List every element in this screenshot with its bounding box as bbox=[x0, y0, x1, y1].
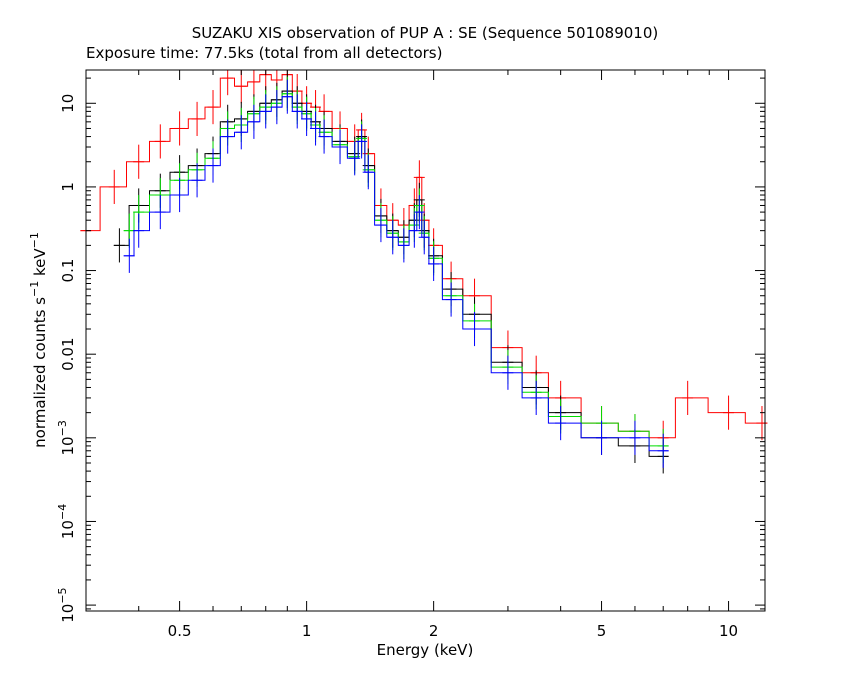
x-tick-label: 0.5 bbox=[168, 622, 192, 640]
y-tick-label: 10−4 bbox=[56, 504, 77, 539]
y-tick-label: 10 bbox=[59, 94, 77, 113]
series-3 bbox=[123, 79, 669, 468]
y-tick-label: 10−3 bbox=[56, 420, 77, 455]
x-axis-label: Energy (keV) bbox=[377, 641, 474, 659]
x-tick-label: 2 bbox=[429, 622, 439, 640]
series-2 bbox=[123, 76, 669, 464]
y-axis-label-text: normalized counts s bbox=[31, 297, 49, 448]
data-layer bbox=[80, 70, 768, 474]
y-axis-ticks: 10 1 0.1 0.01 10−3 10−4 10−5 bbox=[56, 77, 765, 623]
series-0 bbox=[80, 70, 768, 455]
y-tick-label: 1 bbox=[59, 182, 77, 192]
x-axis-ticks: 0.5 1 2 5 10 bbox=[85, 70, 738, 640]
y-axis-label: normalized counts s−1 keV−1 bbox=[28, 232, 49, 448]
series-2-line bbox=[123, 93, 669, 447]
y-axis-label-exponent: −1 bbox=[28, 281, 41, 297]
y-axis-label-unit: keV bbox=[31, 248, 49, 281]
series-0-line bbox=[80, 74, 768, 439]
series-1-line bbox=[113, 90, 669, 457]
x-tick-label: 5 bbox=[597, 622, 607, 640]
x-tick-label: 1 bbox=[302, 622, 312, 640]
plot-frame bbox=[85, 69, 766, 612]
y-tick-label: 0.01 bbox=[59, 337, 77, 370]
x-tick-label: 10 bbox=[719, 622, 738, 640]
y-tick-label: 10−5 bbox=[56, 587, 77, 622]
chart-title: SUZAKU XIS observation of PUP A : SE (Se… bbox=[192, 24, 658, 42]
series-3-line bbox=[123, 96, 669, 452]
chart-subtitle: Exposure time: 77.5ks (total from all de… bbox=[86, 44, 442, 62]
y-tick-label: 0.1 bbox=[59, 259, 77, 283]
y-axis-label-unit-exponent: −1 bbox=[28, 232, 41, 248]
